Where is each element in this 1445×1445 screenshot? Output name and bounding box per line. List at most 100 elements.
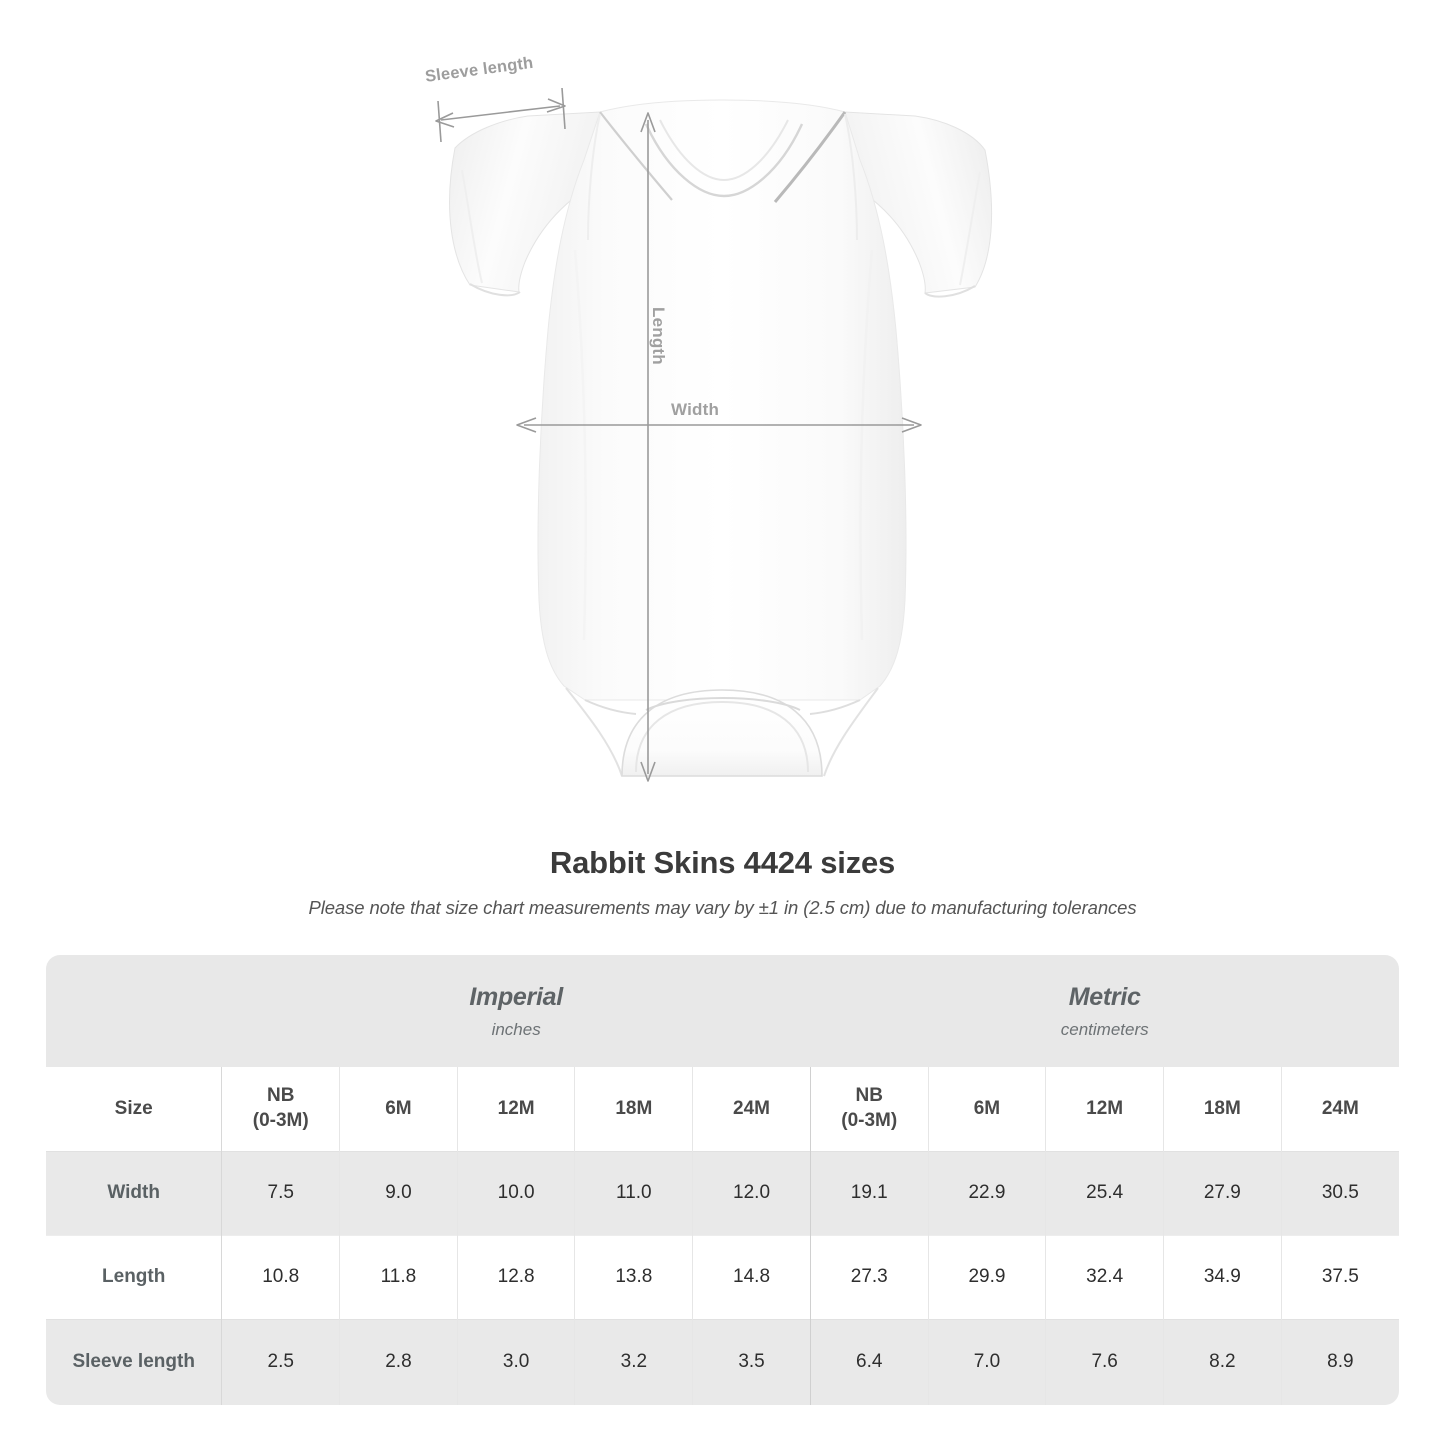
left-sleeve-cuff xyxy=(469,283,521,297)
size-col-line1: NB xyxy=(267,1085,295,1107)
cell-width-6m-cm: 22.9 xyxy=(928,1150,1047,1235)
garment-illustration: Sleeve length Length Width xyxy=(424,54,993,782)
cell-sleeve-12m-in: 3.0 xyxy=(457,1318,576,1405)
length-arrow-bottom xyxy=(640,761,656,782)
left-leg-hem xyxy=(584,699,637,715)
left-shoulder-seam xyxy=(599,111,673,201)
cell-width-24m-cm: 30.5 xyxy=(1281,1150,1399,1235)
right-armhole-seam xyxy=(844,113,858,241)
cell-sleeve-nb-cm: 6.4 xyxy=(810,1318,929,1405)
size-col-6m-metric: 6M xyxy=(928,1067,1047,1151)
size-col-18m-metric: 18M xyxy=(1163,1067,1282,1151)
width-arrow-right xyxy=(901,417,922,433)
right-sleeve-cuff xyxy=(924,285,976,298)
cell-length-12m-cm: 32.4 xyxy=(1045,1234,1164,1319)
unit-sub-metric: centimeters xyxy=(1060,1019,1149,1039)
cell-width-12m-cm: 25.4 xyxy=(1045,1150,1164,1235)
length-arrow-top xyxy=(640,112,656,133)
table-row: Width 7.5 9.0 10.0 11.0 12.0 19.1 22.9 2… xyxy=(46,1150,1399,1235)
right-shoulder-seam xyxy=(773,111,847,203)
cell-width-12m-in: 10.0 xyxy=(457,1150,576,1235)
size-col-6m-imperial: 6M xyxy=(339,1067,458,1151)
cell-length-nb-in: 10.8 xyxy=(221,1234,341,1319)
right-sleeve xyxy=(834,111,993,294)
cell-width-24m-in: 12.0 xyxy=(692,1150,811,1235)
cell-sleeve-24m-cm: 8.9 xyxy=(1281,1318,1399,1405)
cell-sleeve-6m-in: 2.8 xyxy=(339,1318,458,1405)
body-fold-left xyxy=(573,249,587,641)
title-block: Rabbit Skins 4424 sizes Please note that… xyxy=(0,845,1445,919)
snap-row xyxy=(645,697,801,711)
size-table: Imperial inches Metric centimeters Size … xyxy=(46,955,1399,1405)
row-label-length: Length xyxy=(46,1234,223,1319)
sleeve-guide-line xyxy=(440,105,561,121)
left-sleeve xyxy=(449,111,611,293)
cell-width-18m-cm: 27.9 xyxy=(1163,1150,1282,1235)
cell-sleeve-24m-in: 3.5 xyxy=(692,1318,811,1405)
size-col-24m-imperial: 24M xyxy=(692,1067,811,1151)
cell-sleeve-nb-in: 2.5 xyxy=(221,1318,341,1405)
right-leg-edge xyxy=(823,687,879,777)
row-label-sleeve-length: Sleeve length xyxy=(46,1318,223,1405)
size-col-line2: (0-3M) xyxy=(252,1109,309,1131)
sleeve-tick-right xyxy=(561,87,566,130)
cell-width-nb-cm: 19.1 xyxy=(810,1150,929,1235)
size-header-row: Size NB (0-3M) 6M 12M 18M 24M NB (0-3M) … xyxy=(46,1067,1399,1151)
size-col-12m-metric: 12M xyxy=(1045,1067,1164,1151)
cell-length-nb-cm: 27.3 xyxy=(810,1234,929,1319)
table-row: Sleeve length 2.5 2.8 3.0 3.2 3.5 6.4 7.… xyxy=(46,1318,1399,1405)
unit-name-imperial: Imperial xyxy=(469,982,563,1011)
unit-name-metric: Metric xyxy=(1068,982,1141,1011)
crotch-flap-stitch xyxy=(635,700,809,773)
cell-length-6m-cm: 29.9 xyxy=(928,1234,1047,1319)
size-col-nb-imperial: NB (0-3M) xyxy=(221,1067,341,1151)
length-guide-label: Length xyxy=(649,307,668,365)
cell-width-6m-in: 9.0 xyxy=(339,1150,458,1235)
left-sleeve-fold xyxy=(461,169,483,284)
unit-header-row: Imperial inches Metric centimeters xyxy=(46,955,1399,1067)
bodysuit-diagram-svg xyxy=(435,87,993,782)
right-sleeve-fold xyxy=(959,171,981,286)
size-col-line1: NB xyxy=(855,1085,883,1107)
cell-length-6m-in: 11.8 xyxy=(339,1234,458,1319)
size-col-12m-imperial: 12M xyxy=(457,1067,576,1151)
right-leg-hem xyxy=(809,699,861,715)
cell-length-12m-in: 12.8 xyxy=(457,1234,576,1319)
cell-sleeve-18m-in: 3.2 xyxy=(574,1318,694,1405)
size-col-nb-metric: NB (0-3M) xyxy=(810,1067,929,1151)
cell-width-18m-in: 11.0 xyxy=(574,1150,694,1235)
cell-length-24m-in: 14.8 xyxy=(692,1234,811,1319)
left-leg-edge xyxy=(565,687,623,777)
width-arrow-left xyxy=(516,417,537,433)
unit-sub-imperial: inches xyxy=(491,1019,541,1039)
left-armhole-seam xyxy=(587,113,601,241)
size-table-container: Imperial inches Metric centimeters Size … xyxy=(46,955,1399,1405)
size-col-24m-metric: 24M xyxy=(1281,1067,1399,1151)
cell-sleeve-18m-cm: 8.2 xyxy=(1163,1318,1282,1405)
width-guide-label: Width xyxy=(671,400,720,419)
neckline-outer xyxy=(644,123,804,198)
cell-length-18m-cm: 34.9 xyxy=(1163,1234,1282,1319)
cell-length-24m-cm: 37.5 xyxy=(1281,1234,1399,1319)
cell-sleeve-6m-cm: 7.0 xyxy=(928,1318,1047,1405)
sleeve-tick-left xyxy=(437,100,442,143)
page-title: Rabbit Skins 4424 sizes xyxy=(549,845,896,880)
cell-width-nb-in: 7.5 xyxy=(221,1150,341,1235)
measurement-guides xyxy=(435,87,922,782)
bodysuit-body xyxy=(537,99,907,701)
unit-header-metric: Metric centimeters xyxy=(810,955,1399,1067)
cell-sleeve-12m-cm: 7.6 xyxy=(1045,1318,1164,1405)
table-row: Length 10.8 11.8 12.8 13.8 14.8 27.3 29.… xyxy=(46,1234,1399,1319)
page-subtitle: Please note that size chart measurements… xyxy=(308,897,1137,918)
cell-length-18m-in: 13.8 xyxy=(574,1234,694,1319)
sleeve-arrow-right xyxy=(546,98,566,113)
sleeve-arrow-left xyxy=(435,112,455,128)
size-col-18m-imperial: 18M xyxy=(574,1067,694,1151)
neckline-inner xyxy=(659,119,789,182)
unit-header-imperial: Imperial inches xyxy=(221,955,811,1067)
unit-header-spacer xyxy=(46,955,222,1067)
body-fold-right xyxy=(859,249,874,641)
row-label-width: Width xyxy=(46,1150,223,1235)
size-header-label: Size xyxy=(46,1067,223,1151)
